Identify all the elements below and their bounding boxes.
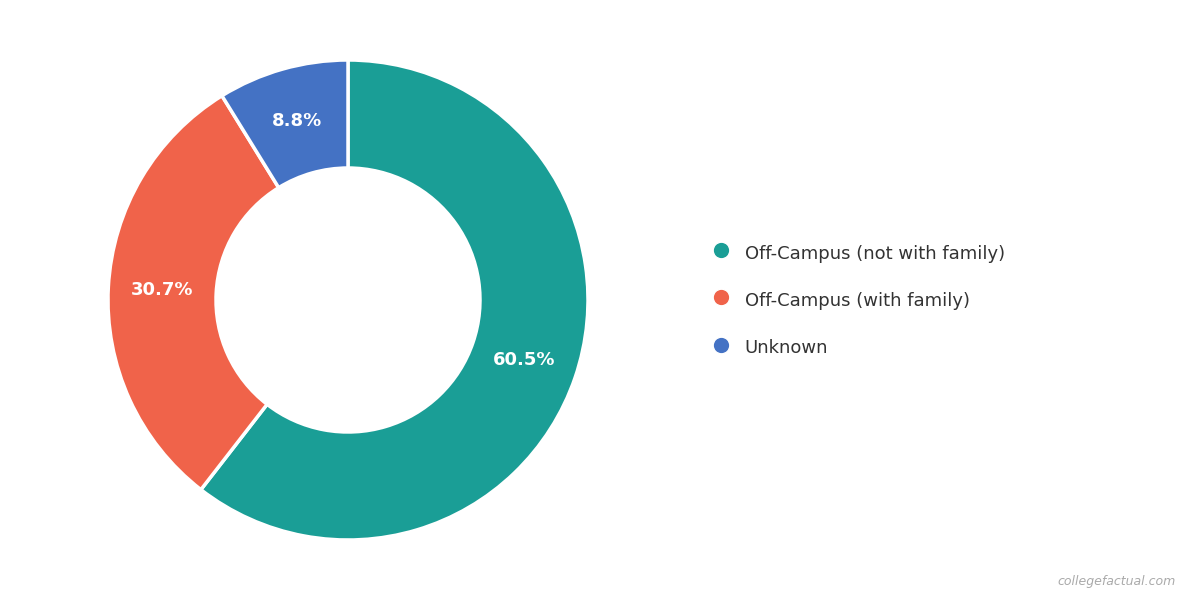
Text: 60.5%: 60.5% — [493, 351, 556, 369]
Text: collegefactual.com: collegefactual.com — [1057, 575, 1176, 588]
Text: 30.7%: 30.7% — [131, 281, 193, 299]
Wedge shape — [108, 96, 278, 490]
Wedge shape — [200, 60, 588, 540]
Text: 8.8%: 8.8% — [272, 112, 323, 130]
Legend: Off-Campus (not with family), Off-Campus (with family), Unknown: Off-Campus (not with family), Off-Campus… — [695, 224, 1022, 376]
Wedge shape — [222, 60, 348, 188]
